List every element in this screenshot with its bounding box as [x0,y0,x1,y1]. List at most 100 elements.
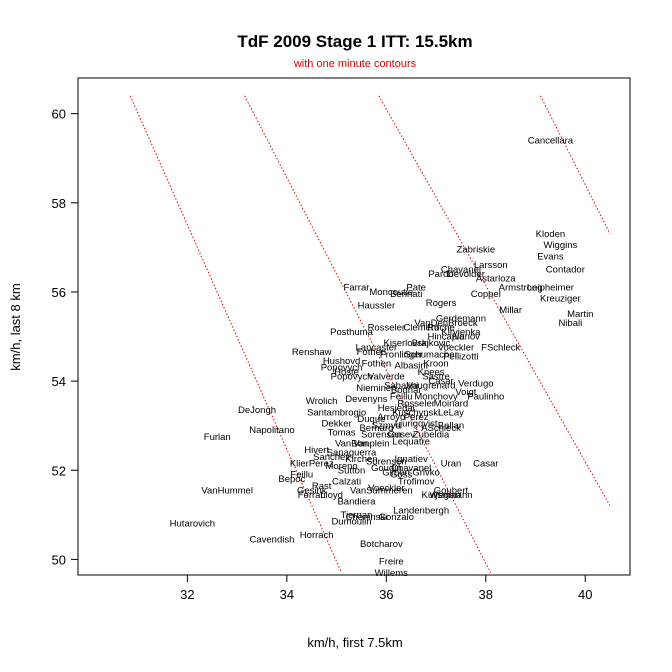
point-label: Cavendish [250,534,295,545]
point-label: Monchovy [414,392,458,403]
point-label: Moinard [434,398,468,409]
point-label: Landenbergh [393,505,449,516]
x-tick-label: 36 [379,587,393,602]
point-label: Casar [473,459,498,470]
point-label: Sastre [422,372,449,383]
point-label: Perez [404,412,429,423]
point-label: Rosseler [368,323,406,334]
point-label: Cheninski [346,512,388,523]
point-label: LeLay [438,407,464,418]
point-label: Fothen [362,358,392,369]
point-label: Bandiera [337,496,376,507]
point-label: Rosseler [397,398,435,409]
point-label: Dekker [322,418,352,429]
point-label: Napolitano [249,425,294,436]
point-label: KlierPerez [290,459,334,470]
point-label: Kiserlovski [384,338,429,349]
point-label: Wrolich [306,396,338,407]
y-tick-label: 58 [52,196,66,211]
y-tick-label: 50 [52,552,66,567]
point-label: Coppel [471,289,501,300]
point-label: VanDenBroeck [414,318,477,329]
point-label: Fothen [357,347,387,358]
point-label: Ignatiev [395,454,429,465]
point-label: Hutarovich [170,519,215,530]
point-label: Moncoutie [369,287,413,298]
point-label: Voeckler [438,343,474,354]
point-label: Lequatre [392,436,430,447]
point-label: Valverde [368,372,405,383]
x-tick-label: 40 [578,587,592,602]
point-label: Nieminen [356,383,396,394]
point-label: Roche [427,323,454,334]
y-tick-label: 54 [52,374,66,389]
point-label: Leipheimer [527,282,574,293]
point-label: Duque [357,414,385,425]
contour-line-3 [378,95,611,507]
point-label: Popovych [331,372,373,383]
point-label: Sorensen [366,456,407,467]
point-label: Vanplein [353,439,389,450]
point-label: VanHummel [201,485,253,496]
point-label: Willems [375,568,408,579]
point-label: Hincapie [428,332,465,343]
point-label: Voigt [455,387,476,398]
point-label: Kuschynski [392,407,440,418]
point-label: Gusev [388,430,416,441]
point-label: Haussler [358,300,396,311]
point-label: DeJongh [238,405,276,416]
point-label: Rogers [426,298,457,309]
y-tick-label: 56 [52,285,66,300]
point-label: Furlan [204,432,231,443]
point-label: Hesjedal [378,403,415,414]
point-label: Martin [567,309,593,320]
point-label: Tomas [328,427,356,438]
contour-line-1 [129,95,343,573]
point-label: Astarloza [476,274,516,285]
point-label: Paulinho [467,392,504,403]
point-label: Cancellara [528,135,574,146]
point-label: Bennati [390,289,422,300]
point-label: Grivko [412,467,439,478]
x-tick-label: 34 [280,587,294,602]
point-label: Pardo [428,269,453,280]
point-label: Bodnar [391,385,422,396]
point-label: Uran [441,459,462,470]
point-label: Ivanov [452,332,480,343]
point-label: Szmyd [372,421,401,432]
point-label: Voeckler [368,483,404,494]
point-label: Millar [499,305,522,316]
point-label: Moreno [325,461,357,472]
y-tick-label: 52 [52,463,66,478]
point-label: Devolder [447,269,485,280]
point-label: Gonzalo [379,512,414,523]
x-tick-label: 32 [180,587,194,602]
point-label: Hivert [304,445,329,456]
point-label: Dumoulin [331,517,371,528]
point-label: Wiggins [543,240,577,251]
point-label: ASchleck [421,423,461,434]
point-label: Kroon [423,358,448,369]
point-label: FSchleck [481,343,520,354]
point-label: Farrar [344,282,370,293]
point-label: Lancaster [356,343,398,354]
point-label: Feillu [390,392,413,403]
point-label: Trofimov [398,476,435,487]
point-label: Gesink [297,485,327,496]
point-label: Posthuma [330,327,373,338]
plot-area: 32 34 36 38 40505254565860CancellaraKlodenWi… [52,77,631,602]
point-label: Lloyd [320,490,343,501]
point-label: Gilbert [382,467,410,478]
point-label: Sorensen [361,430,402,441]
point-label: Sabatini [384,381,418,392]
point-label: VanBon [335,439,368,450]
point-label: Popovych [321,363,363,374]
point-label: Hoste [334,367,359,378]
x-axis-label: km/h, first 7.5km [307,635,402,650]
point-label: Arroyo [377,412,405,423]
point-label: Nibali [558,318,582,329]
point-label: Knees [418,367,445,378]
point-label: Rast [312,481,332,492]
point-label: Kiryienka [441,327,481,338]
